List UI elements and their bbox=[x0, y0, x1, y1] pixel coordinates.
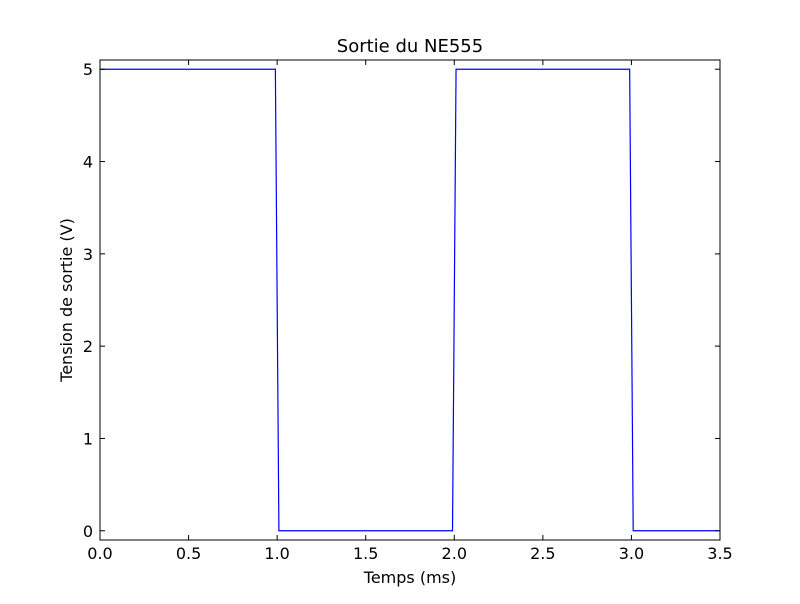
plot-frame bbox=[99, 59, 721, 541]
series-line-0 bbox=[100, 68, 720, 532]
y-axis-label: Tension de sortie (V) bbox=[57, 218, 76, 383]
x-axis-label: Temps (ms) bbox=[363, 568, 456, 587]
x-tick-label: 2.5 bbox=[530, 544, 555, 563]
chart-title: Sortie du NE555 bbox=[337, 36, 483, 57]
x-tick-label: 0.0 bbox=[87, 544, 112, 563]
y-tick-label: 1 bbox=[83, 429, 93, 448]
y-tick-label: 5 bbox=[83, 60, 93, 79]
y-tick-label: 2 bbox=[83, 337, 93, 356]
x-tick-label: 0.5 bbox=[176, 544, 201, 563]
y-tick-label: 4 bbox=[83, 153, 93, 172]
x-tick-label: 2.0 bbox=[442, 544, 467, 563]
y-tick-label: 0 bbox=[83, 522, 93, 541]
plot-area: 0.0 0.5 1.0 1.5 2.0 2.5 3.0 3.5 0 1 2 3 4 5 bbox=[83, 59, 733, 563]
x-tick-label: 3.0 bbox=[619, 544, 644, 563]
y-tick-label: 3 bbox=[83, 245, 93, 264]
x-tick-label: 1.0 bbox=[264, 544, 289, 563]
x-tick-label: 1.5 bbox=[353, 544, 378, 563]
x-tick-label: 3.5 bbox=[707, 544, 732, 563]
